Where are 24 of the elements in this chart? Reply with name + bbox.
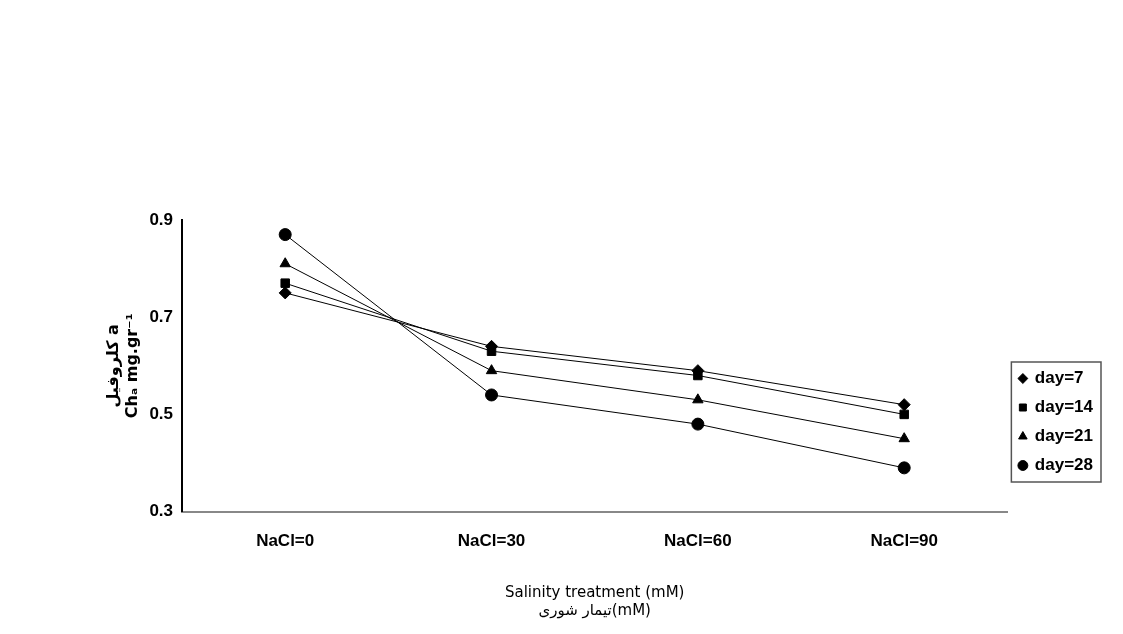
point [692,393,704,404]
point [897,398,911,412]
point [899,409,909,420]
y-tick-label: 0.7 [149,306,174,326]
point [898,432,910,443]
y-tick-label: 0.3 [149,501,174,521]
point [691,417,705,431]
x-tick-label: NaCl=0 [256,531,315,551]
point [278,286,292,300]
x-tick-label: NaCl=30 [457,531,526,551]
x-tick-label: NaCl=60 [664,531,732,551]
point [278,228,292,242]
legend-label: day=21 [1034,426,1094,446]
point [280,278,290,288]
point [897,461,911,475]
y-tick-label: 0.5 [149,404,174,424]
legend-label: day=7 [1034,368,1084,388]
legend-label: day=14 [1034,397,1094,417]
point [485,388,499,402]
x-tick-label: NaCl=90 [870,531,938,551]
legend-label: day=28 [1034,455,1094,475]
point [485,364,498,375]
point [279,257,291,268]
y-tick-label: 0.9 [149,209,174,229]
